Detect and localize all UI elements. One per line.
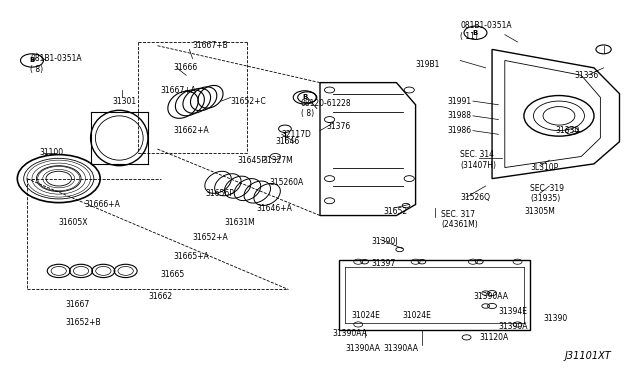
- Text: 31024E: 31024E: [352, 311, 381, 320]
- Text: 31652+B: 31652+B: [65, 318, 100, 327]
- Text: 081B1-0351A
( 8): 081B1-0351A ( 8): [30, 54, 82, 74]
- Text: B: B: [29, 57, 35, 64]
- Text: 31327M: 31327M: [262, 155, 293, 165]
- Text: 31631M: 31631M: [225, 218, 255, 227]
- Text: 31652: 31652: [384, 207, 408, 217]
- Text: 31100: 31100: [40, 148, 64, 157]
- Text: 31988: 31988: [447, 111, 472, 121]
- Text: 31986: 31986: [447, 126, 472, 135]
- Text: 31390J: 31390J: [371, 237, 397, 246]
- Text: 31667+B: 31667+B: [193, 41, 228, 50]
- Text: 31390AA: 31390AA: [473, 292, 508, 301]
- Text: 31646: 31646: [275, 137, 300, 146]
- Text: 31336: 31336: [575, 71, 599, 80]
- Text: 31024E: 31024E: [403, 311, 432, 320]
- Text: 31645P: 31645P: [237, 155, 266, 165]
- Text: 31665: 31665: [161, 270, 185, 279]
- Text: 31605X: 31605X: [59, 218, 88, 227]
- Text: 31646+A: 31646+A: [256, 203, 292, 213]
- Text: SEC. 319
(31935): SEC. 319 (31935): [531, 184, 564, 203]
- Text: SEC. 314
(31407H): SEC. 314 (31407H): [460, 150, 496, 170]
- Text: 31390A: 31390A: [499, 322, 528, 331]
- Text: 31667: 31667: [65, 300, 90, 309]
- Text: 31390AA: 31390AA: [333, 329, 368, 338]
- Text: 32117D: 32117D: [282, 130, 312, 139]
- Text: 31330: 31330: [556, 126, 580, 135]
- Text: 31305M: 31305M: [524, 207, 555, 217]
- Text: B: B: [302, 94, 307, 100]
- Text: 31301: 31301: [113, 97, 137, 106]
- Text: 31390AA: 31390AA: [384, 344, 419, 353]
- Text: 31376: 31376: [326, 122, 351, 131]
- Text: B: B: [473, 30, 478, 36]
- Text: 31662+A: 31662+A: [173, 126, 209, 135]
- Text: 31390AA: 31390AA: [346, 344, 381, 353]
- Text: 31652+C: 31652+C: [231, 97, 266, 106]
- Text: 31666: 31666: [173, 63, 198, 72]
- Text: 31120A: 31120A: [479, 333, 509, 342]
- Text: 31652+A: 31652+A: [193, 233, 228, 242]
- Text: 31397: 31397: [371, 259, 396, 268]
- Text: J31101XT: J31101XT: [564, 351, 611, 361]
- Text: 31662: 31662: [148, 292, 172, 301]
- Text: 319B1: 319B1: [415, 60, 440, 69]
- Text: 3L310P: 3L310P: [531, 163, 559, 172]
- Text: 31666+A: 31666+A: [84, 200, 120, 209]
- Text: 31390: 31390: [543, 314, 567, 323]
- Text: 315260A: 315260A: [269, 178, 303, 187]
- Text: 31667+A: 31667+A: [161, 86, 196, 94]
- Text: 31526Q: 31526Q: [460, 193, 490, 202]
- Text: 31656P: 31656P: [205, 189, 234, 198]
- Text: 08120-61228
( 8): 08120-61228 ( 8): [301, 99, 351, 118]
- Text: 081B1-0351A
( 11): 081B1-0351A ( 11): [460, 21, 512, 41]
- Text: 31394E: 31394E: [499, 307, 527, 316]
- Text: SEC. 317
(24361M): SEC. 317 (24361M): [441, 209, 478, 229]
- Text: 31665+A: 31665+A: [173, 251, 209, 261]
- Text: 31991: 31991: [447, 97, 472, 106]
